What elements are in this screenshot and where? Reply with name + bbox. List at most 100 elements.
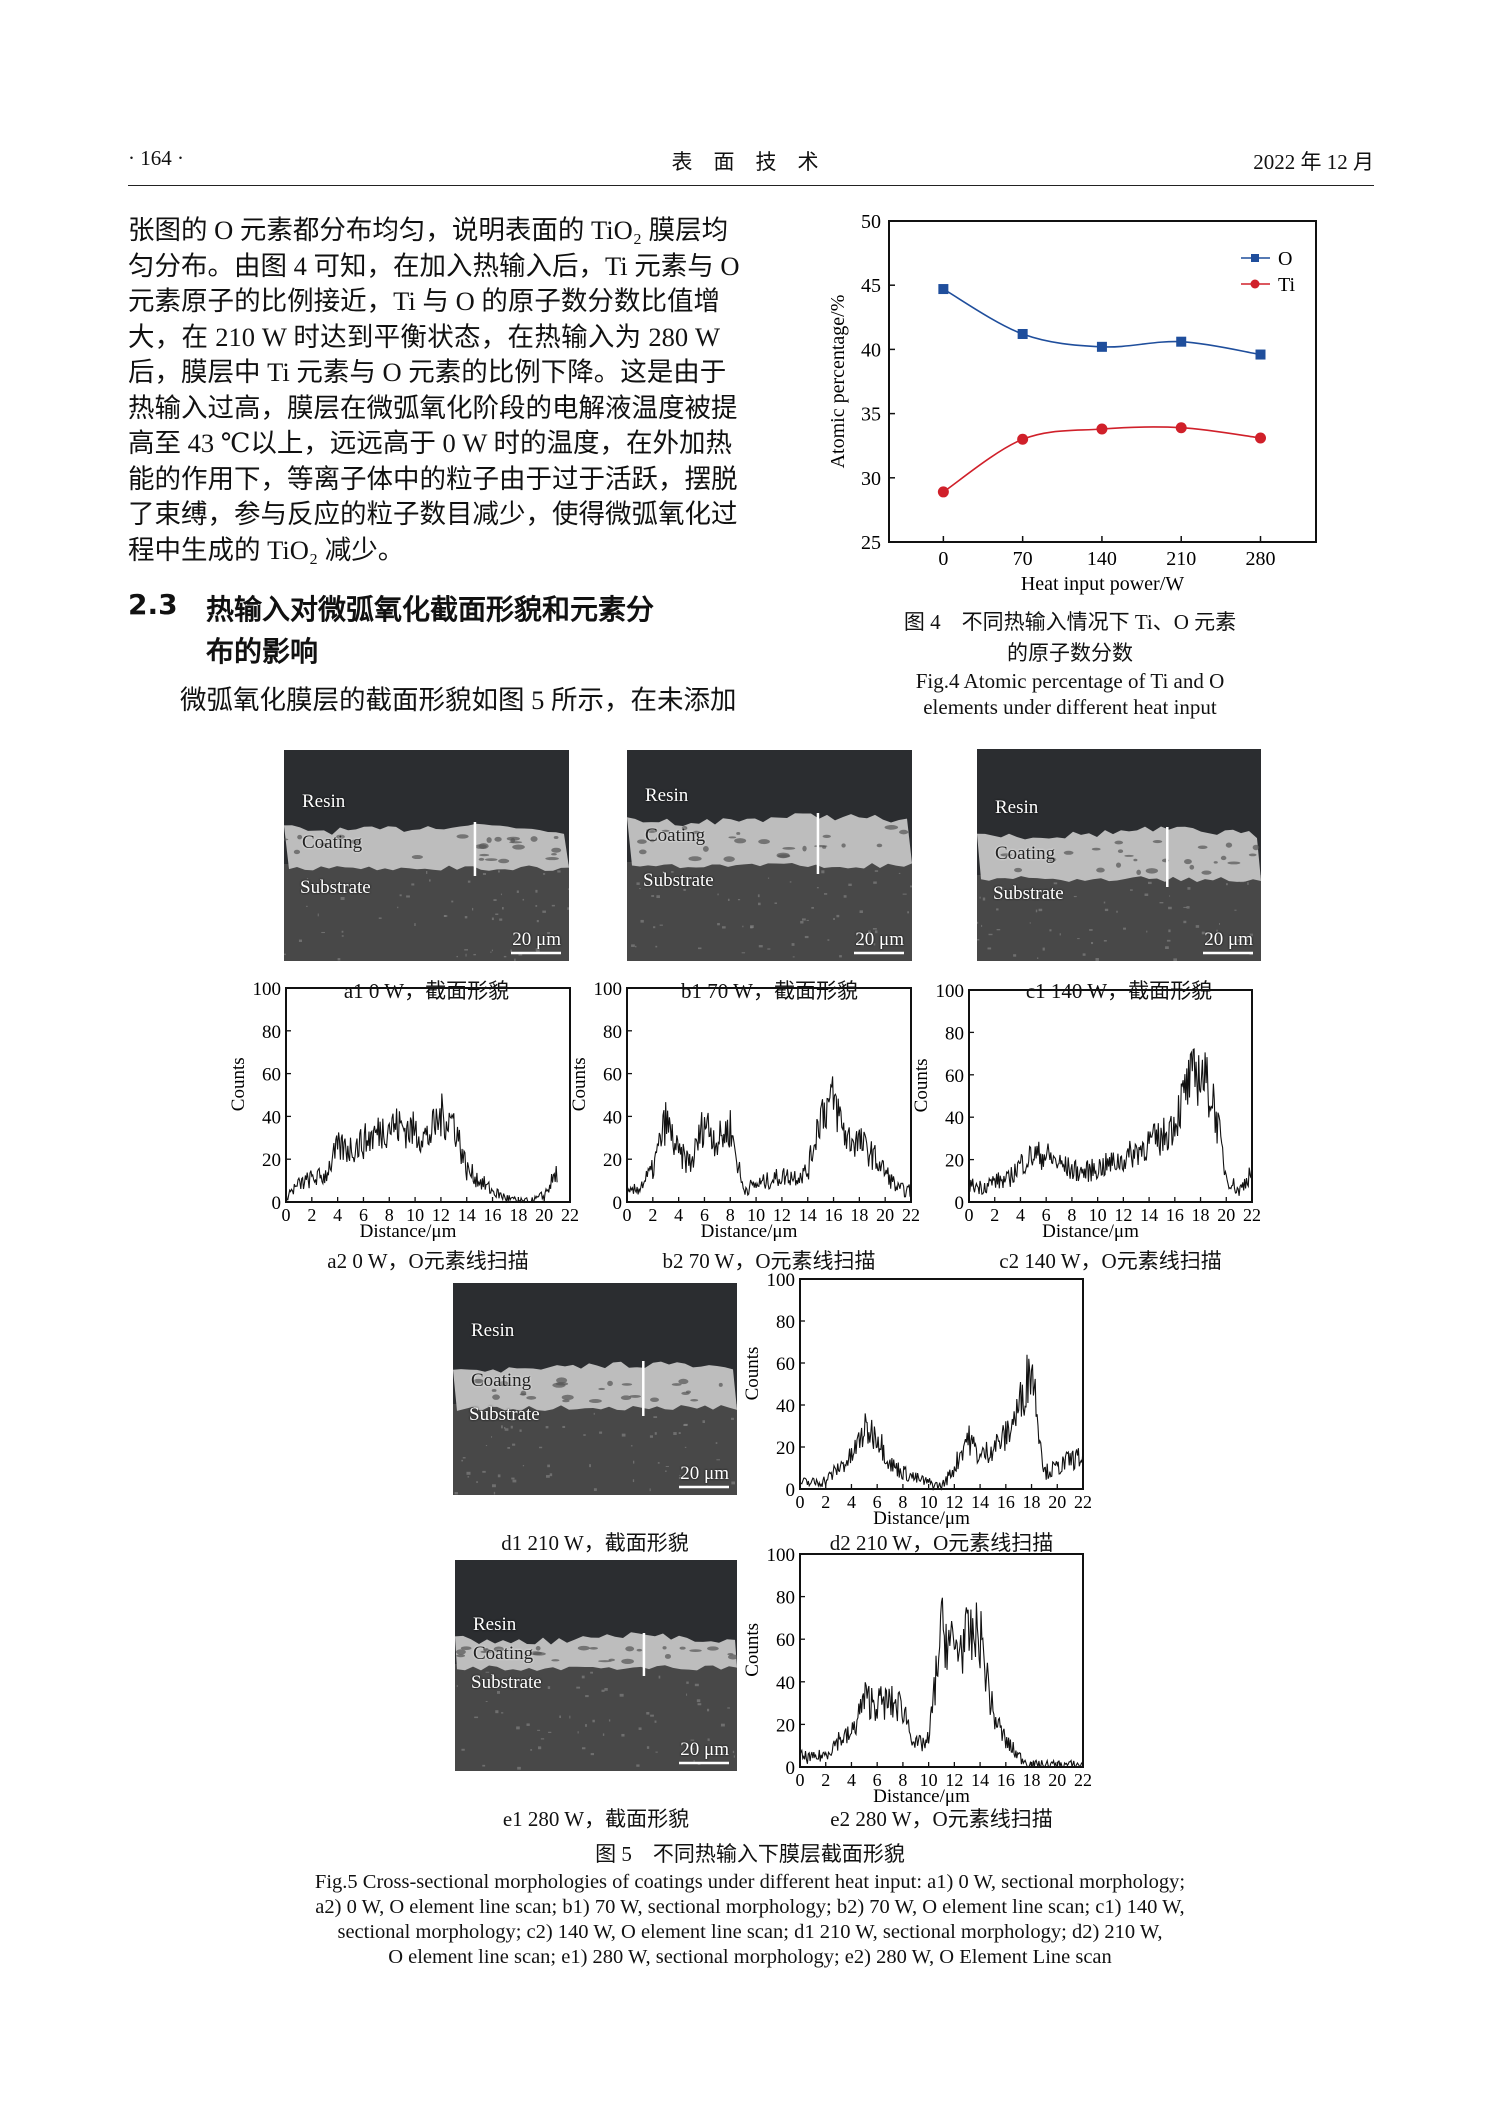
substrate-speckle [649,1488,651,1492]
x-tick-label: 8 [898,1770,907,1790]
substrate-speckle [1130,889,1133,891]
substrate-speckle [982,897,986,901]
series-O-point [938,284,949,295]
substrate-speckle [464,916,468,919]
o-counts-trace [627,1076,912,1198]
substrate-speckle [495,913,499,915]
coating-pore [620,1395,632,1401]
plot-frame [888,220,1317,543]
scan-caption: a2 0 W，O元素线扫描 [327,1249,529,1273]
substrate-speckle [498,870,500,873]
coating-pore [598,1387,606,1391]
coating-pore [535,1646,541,1651]
coating-pore [460,1646,472,1651]
coating-pore [727,1653,734,1656]
substrate-speckle [510,1418,515,1422]
substrate-speckle [650,1714,654,1717]
coating-pore [718,1382,723,1387]
x-tick-label: 12 [773,1205,791,1225]
x-axis-label: Distance/μm [360,1221,457,1242]
series-O-point [1176,336,1187,347]
substrate-speckle [590,1753,594,1756]
substrate-speckle [1249,933,1253,937]
coating-pore [1136,869,1142,876]
substrate-speckle [464,949,468,951]
substrate-speckle [732,1750,735,1754]
x-tick-label: 2 [307,1205,316,1225]
substrate-speckle [522,1465,525,1467]
y-tick-label: 100 [936,981,965,1002]
x-tick-label: 18 [850,1205,868,1225]
substrate-region [284,864,569,961]
substrate-speckle [482,1764,486,1767]
substrate-speckle [697,947,702,950]
substrate-speckle [482,1470,486,1473]
substrate-speckle [444,915,448,917]
coating-pore [293,849,301,855]
coating-pore [494,836,502,842]
substrate-speckle [859,910,863,914]
coating-pore [661,829,670,832]
substrate-speckle [1116,910,1118,913]
x-tick-label: 18 [509,1205,527,1225]
x-tick-label: 22 [561,1205,579,1225]
x-tick-label: 12 [945,1492,963,1512]
substrate-speckle [1169,895,1171,897]
substrate-speckle [526,1723,530,1726]
y-axis-label: Counts [911,1058,932,1112]
coating-pore [876,843,883,848]
substrate-speckle [601,1689,605,1692]
substrate-speckle [910,885,912,888]
substrate-speckle [661,885,664,887]
y-axis-label: Counts [228,1057,249,1111]
substrate-speckle [567,907,569,910]
coating-pore [1220,855,1227,861]
y-tick-label: 60 [262,1065,281,1086]
substrate-speckle [503,955,507,958]
substrate-speckle [547,932,551,935]
substrate-speckle [693,1760,695,1762]
x-axis-label: Distance/μm [701,1221,798,1242]
substrate-speckle [1201,931,1205,935]
y-tick-label: 80 [776,1588,795,1609]
substrate-speckle [1216,929,1218,932]
coating-pore [638,849,647,855]
substrate-speckle [428,879,431,882]
substrate-speckle [501,907,504,910]
coating-pore [484,858,498,861]
coating-pore [1091,847,1101,851]
coating-pore [734,838,747,844]
substrate-label: Substrate [471,1672,542,1693]
substrate-speckle [1035,909,1038,913]
coating-pore [736,832,741,835]
x-tick-label: 0 [965,1205,974,1225]
y-tick-label: 50 [861,211,881,233]
substrate-speckle [581,1747,586,1750]
substrate-speckle [683,1424,688,1427]
substrate-speckle [491,1436,493,1438]
substrate-speckle [482,873,486,875]
section-number: 2.3 [128,588,178,621]
substrate-speckle [1234,909,1237,911]
substrate-speckle [317,913,319,917]
substrate-speckle [493,1491,496,1495]
fig5-caption-en-1: Fig.5 Cross-sectional morphologies of co… [314,1871,1186,1893]
body-line: 能的作用下，等离子体中的粒子由于过于活跃，摆脱 [128,463,738,494]
x-tick-label: 12 [432,1205,450,1225]
coating-pore [688,856,702,862]
x-tick-label: 22 [1074,1770,1092,1790]
substrate-speckle [510,1425,513,1429]
x-tick-label: 4 [1016,1205,1025,1225]
resin-label: Resin [471,1320,515,1341]
substrate-speckle [1183,920,1187,924]
substrate-speckle [1013,954,1017,957]
coating-pore [625,1646,635,1652]
coating-pore [1225,842,1233,848]
coating-pore [629,1394,642,1398]
x-tick-label: 0 [796,1492,805,1512]
coating-pore [1000,853,1013,857]
substrate-speckle [731,1417,734,1420]
x-axis-label: Distance/μm [1042,1221,1139,1242]
substrate-speckle [636,1764,640,1767]
